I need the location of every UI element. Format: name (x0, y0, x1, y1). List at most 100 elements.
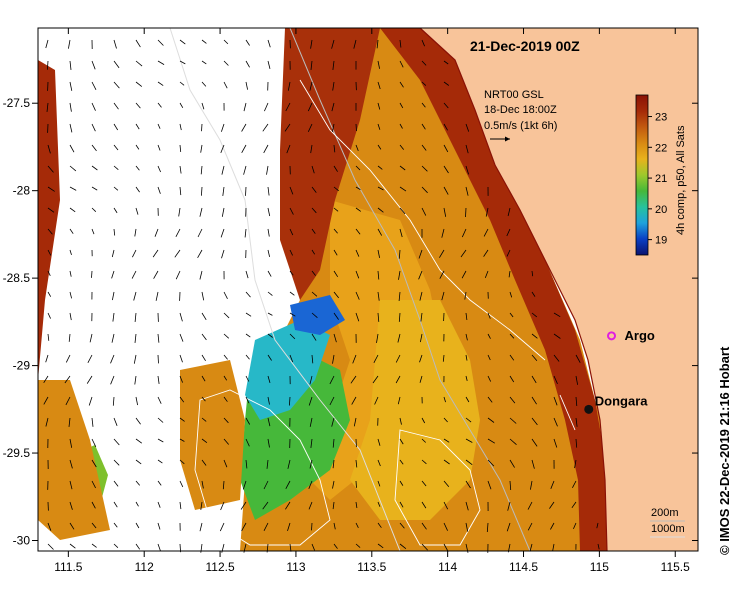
current-vector (465, 165, 469, 175)
current-vector (113, 207, 118, 214)
current-vector (311, 270, 316, 276)
current-vector (267, 249, 270, 257)
current-vector (157, 123, 161, 129)
current-vector (443, 81, 450, 86)
current-vector (355, 249, 360, 257)
current-vector (487, 333, 491, 339)
current-vector (179, 81, 185, 86)
current-vector (353, 417, 357, 427)
current-vector (91, 186, 98, 191)
current-vector (311, 228, 316, 234)
current-vector (111, 333, 115, 343)
current-vector (377, 165, 383, 170)
current-vector (245, 438, 250, 447)
current-vector (465, 207, 467, 218)
current-vector (86, 375, 93, 384)
current-vector (465, 438, 473, 443)
current-vector (331, 39, 335, 49)
current-vector (550, 480, 555, 489)
current-vector (134, 333, 137, 343)
current-vector (399, 501, 404, 508)
sst-cool-north (280, 28, 380, 300)
map-title: 21-Dec-2019 00Z (470, 38, 580, 54)
current-vector (47, 207, 55, 213)
current-vector (441, 291, 445, 301)
current-vector (135, 501, 139, 507)
current-vector (201, 60, 207, 65)
current-vector (308, 396, 313, 406)
current-vector (179, 438, 185, 442)
x-tick-label: 114 (438, 560, 457, 574)
current-vector (464, 291, 467, 300)
current-vector (222, 186, 225, 196)
current-vector (509, 480, 512, 491)
current-vector (200, 144, 203, 153)
current-legend: NRT00 GSL 18-Dec 18:00Z 0.5m/s (1kt 6h) (484, 89, 557, 142)
current-vector (397, 333, 401, 343)
current-vector (157, 186, 161, 194)
current-vector (69, 522, 75, 530)
current-vector (179, 396, 185, 403)
current-vector (201, 39, 207, 44)
current-vector (333, 228, 338, 234)
current-vector (197, 249, 203, 258)
current-vector (267, 207, 271, 217)
current-vector (398, 249, 401, 259)
current-vector (487, 312, 491, 319)
current-vector (201, 333, 207, 341)
current-vector (263, 480, 269, 490)
colorbar-tick-label: 22 (655, 142, 667, 154)
colorbar: 23 22 21 20 19 4h comp, p50, All Sats (635, 94, 687, 256)
colorbar-ticks: 23 22 21 20 19 (648, 112, 667, 247)
current-vector (575, 438, 578, 448)
current-vector (311, 165, 315, 174)
current-vector (135, 417, 141, 425)
current-vector (553, 333, 561, 339)
current-legend-arrowhead (505, 136, 510, 142)
current-vector (267, 396, 270, 405)
current-vector (487, 438, 496, 444)
current-vector (201, 459, 207, 466)
current-vector (69, 249, 72, 256)
current-vector (574, 459, 577, 469)
current-vector (91, 417, 94, 427)
current-vector (575, 417, 578, 427)
current-vector (443, 102, 449, 109)
current-vector (355, 459, 358, 468)
current-vector (113, 123, 119, 131)
current-vector (201, 186, 203, 196)
current-vector (245, 333, 251, 338)
current-vector (289, 228, 294, 236)
current-vector (221, 207, 225, 217)
current-vector (289, 249, 293, 256)
current-vector (311, 522, 313, 531)
current-vector (287, 459, 291, 469)
current-vector (575, 396, 578, 407)
current-vector (332, 438, 335, 448)
current-vector (91, 144, 97, 152)
current-vector (131, 270, 137, 279)
current-vector (399, 417, 402, 425)
current-vector (289, 186, 294, 195)
current-vector (553, 354, 560, 362)
current-vector (572, 480, 577, 488)
current-vector (179, 480, 184, 488)
current-vector (443, 459, 450, 465)
current-vector (487, 396, 493, 403)
current-legend-scale: 0.5m/s (1kt 6h) (484, 120, 557, 132)
current-vector (223, 354, 228, 360)
current-vector (179, 165, 182, 174)
current-vector (419, 375, 423, 383)
current-vector (310, 39, 313, 49)
current-vector (311, 333, 317, 341)
current-vector (245, 459, 248, 469)
current-vector (307, 102, 313, 112)
current-vector (135, 396, 138, 406)
current-vector (113, 438, 120, 446)
current-vector (461, 270, 467, 279)
current-vector (201, 438, 208, 444)
current-vector (487, 480, 492, 490)
current-vector (223, 375, 228, 381)
current-vector (157, 417, 164, 423)
current-vector (113, 501, 118, 508)
